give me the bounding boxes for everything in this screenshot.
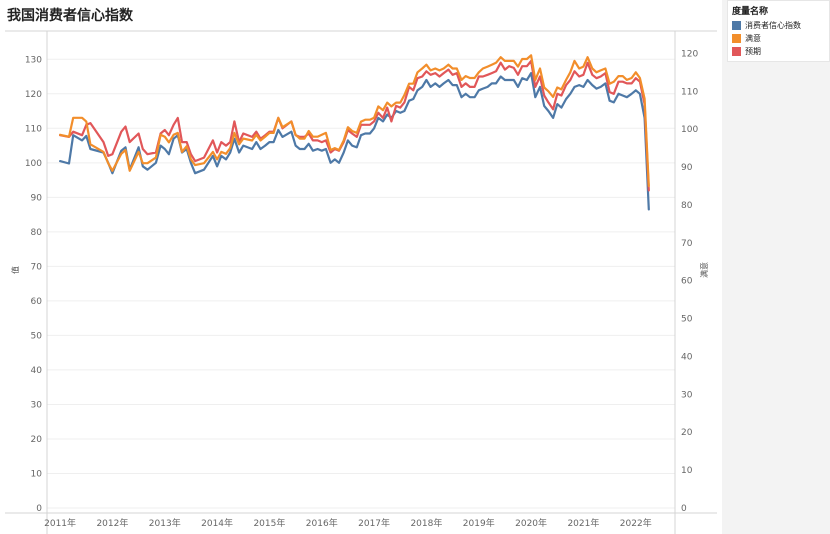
x-tick-label: 2012年 bbox=[96, 517, 128, 529]
line-chart: 0 10 20 30 40 50 60 70 80 90 100 110 120 130 0 10 20 30 40… bbox=[5, 30, 717, 534]
y-tick-label: 20 bbox=[31, 435, 43, 445]
legend-title: 度量名称 bbox=[732, 7, 769, 17]
axes bbox=[5, 30, 717, 534]
legend-panel: 度量名称 消费者信心指数 满意 预期 bbox=[722, 0, 830, 534]
y-tick-label: 30 bbox=[31, 400, 43, 410]
y-tick-label: 40 bbox=[31, 366, 43, 376]
x-tick-label: 2017年 bbox=[358, 517, 390, 529]
legend-swatch bbox=[732, 21, 741, 30]
x-tick-label: 2014年 bbox=[201, 517, 233, 529]
y-tick-label: 70 bbox=[31, 262, 43, 272]
y-tick-label: 100 bbox=[25, 159, 42, 169]
series-line-2 bbox=[59, 59, 650, 192]
gridlines bbox=[47, 58, 675, 509]
x-tick-label: 2016年 bbox=[306, 517, 338, 529]
legend-item-satisfaction[interactable]: 满意 bbox=[732, 33, 761, 44]
y2-tick-label: 120 bbox=[681, 49, 698, 59]
legend-label: 消费者信心指数 bbox=[745, 21, 801, 30]
legend-swatch bbox=[732, 34, 741, 43]
y-tick-label: 60 bbox=[31, 297, 43, 307]
y2-tick-label: 80 bbox=[681, 201, 693, 211]
x-tick-label: 2018年 bbox=[410, 517, 442, 529]
x-tick-label: 2019年 bbox=[463, 517, 495, 529]
y-tick-label: 10 bbox=[31, 469, 43, 479]
x-tick-label: 2013年 bbox=[149, 517, 181, 529]
y-tick-label: 120 bbox=[25, 90, 42, 100]
y-tick-label: 0 bbox=[36, 504, 42, 514]
y2-tick-label: 0 bbox=[681, 504, 687, 514]
y2-tick-label: 50 bbox=[681, 315, 693, 325]
legend-label: 满意 bbox=[745, 34, 761, 43]
y-tick-label: 80 bbox=[31, 228, 43, 238]
y2-tick-label: 20 bbox=[681, 428, 693, 438]
legend-swatch bbox=[732, 47, 741, 56]
legend: 度量名称 消费者信心指数 满意 预期 bbox=[727, 0, 830, 62]
x-tick-label: 2021年 bbox=[567, 517, 599, 529]
x-tick-label: 2020年 bbox=[515, 517, 547, 529]
legend-item-expectation[interactable]: 预期 bbox=[732, 46, 761, 57]
y2-axis-label: 满意 bbox=[699, 262, 709, 278]
series-lines bbox=[59, 54, 650, 211]
chart-title: 我国消费者信心指数 bbox=[7, 8, 133, 24]
y2-tick-label: 40 bbox=[681, 352, 693, 362]
y-tick-label: 90 bbox=[31, 193, 43, 203]
y2-tick-label: 10 bbox=[681, 466, 693, 476]
y2-tick-label: 100 bbox=[681, 125, 698, 135]
tick-labels: 0 10 20 30 40 50 60 70 80 90 100 110 120 130 0 10 20 30 40… bbox=[25, 49, 699, 529]
y-tick-label: 130 bbox=[25, 55, 42, 65]
x-tick-label: 2011年 bbox=[44, 517, 76, 529]
y2-tick-label: 70 bbox=[681, 239, 693, 249]
y-axis-label: 值 bbox=[10, 266, 20, 274]
y2-tick-label: 60 bbox=[681, 277, 693, 287]
series-line-1 bbox=[59, 54, 650, 188]
legend-item-consumer-confidence[interactable]: 消费者信心指数 bbox=[732, 20, 801, 31]
legend-label: 预期 bbox=[745, 47, 761, 56]
y2-tick-label: 30 bbox=[681, 390, 693, 400]
y-tick-label: 110 bbox=[25, 124, 42, 134]
x-tick-label: 2015年 bbox=[253, 517, 285, 529]
x-tick-label: 2022年 bbox=[620, 517, 652, 529]
y2-tick-label: 110 bbox=[681, 87, 698, 97]
y-tick-label: 50 bbox=[31, 331, 43, 341]
y2-tick-label: 90 bbox=[681, 163, 693, 173]
